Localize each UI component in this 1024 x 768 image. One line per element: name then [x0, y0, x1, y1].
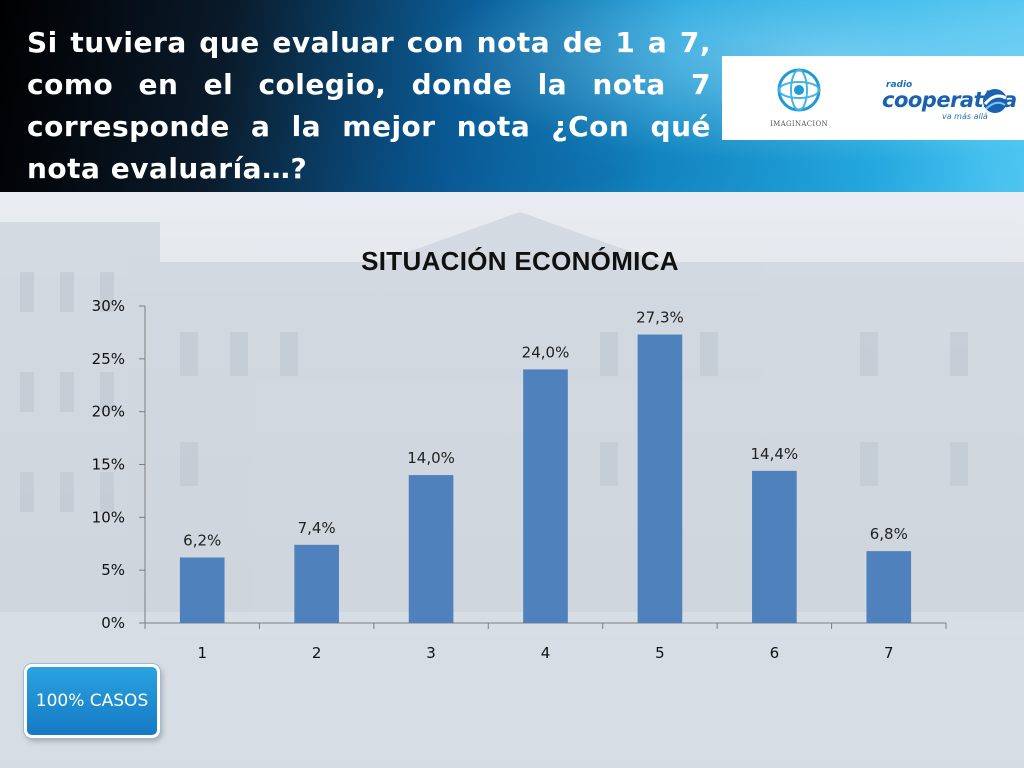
background-photo — [0, 192, 1024, 768]
bar — [179, 557, 225, 623]
x-tick-label: 5 — [655, 644, 665, 662]
imaginacion-logo: IMAGINACION — [764, 64, 834, 136]
data-label: 6,2% — [183, 531, 221, 549]
x-tick-label: 4 — [541, 644, 551, 662]
data-label: 14,0% — [407, 449, 455, 467]
y-tick-label: 30% — [92, 297, 125, 315]
x-tick-label: 7 — [884, 644, 894, 662]
bar — [523, 369, 568, 623]
logo-panel: IMAGINACION radio cooperativa va más all… — [722, 56, 1024, 140]
cases-badge: 100% CASOS — [24, 664, 160, 738]
bar-chart: SITUACIÓN ECONÓMICA 0% 5% 10% 15% 20% 25% 30% 6… — [0, 192, 1024, 692]
cooperativa-logo-tagline: va más allá — [942, 112, 988, 121]
y-tick-label: 0% — [101, 614, 125, 632]
header-banner: Si tuviera que evaluar con nota de 1 a 7… — [0, 0, 1024, 192]
bar — [294, 544, 339, 623]
data-label: 27,3% — [636, 309, 684, 327]
x-tick-label: 6 — [770, 644, 780, 662]
cooperativa-logo: radio cooperativa va más allá — [882, 80, 1017, 121]
bar — [637, 334, 683, 623]
y-tick-label: 25% — [92, 350, 125, 368]
cooperativa-logo-top: radio — [886, 80, 913, 90]
x-tick-label: 1 — [197, 644, 207, 662]
chart-plot-area: 0% 5% 10% 15% 20% 25% 30% 6,2% 1 7,4% 2 14,0% 3 24,0%… — [92, 297, 947, 662]
y-tick-label: 10% — [92, 508, 125, 526]
bar — [866, 551, 912, 623]
chart-title: SITUACIÓN ECONÓMICA — [361, 246, 679, 276]
data-label: 7,4% — [298, 519, 336, 537]
bar — [752, 470, 797, 623]
x-tick-label: 2 — [312, 644, 322, 662]
imaginacion-logo-text: IMAGINACION — [770, 120, 828, 128]
question-title: Si tuviera que evaluar con nota de 1 a 7… — [27, 26, 711, 185]
y-tick-label: 20% — [92, 403, 125, 421]
x-tick-label: 3 — [426, 644, 436, 662]
globe-icon — [777, 68, 821, 112]
y-tick-label: 15% — [92, 456, 125, 474]
data-label: 14,4% — [751, 445, 799, 463]
bar — [408, 475, 454, 623]
data-label: 6,8% — [870, 525, 908, 543]
swoosh-icon — [983, 89, 1007, 113]
data-label: 24,0% — [522, 343, 570, 361]
y-tick-label: 5% — [101, 561, 125, 579]
